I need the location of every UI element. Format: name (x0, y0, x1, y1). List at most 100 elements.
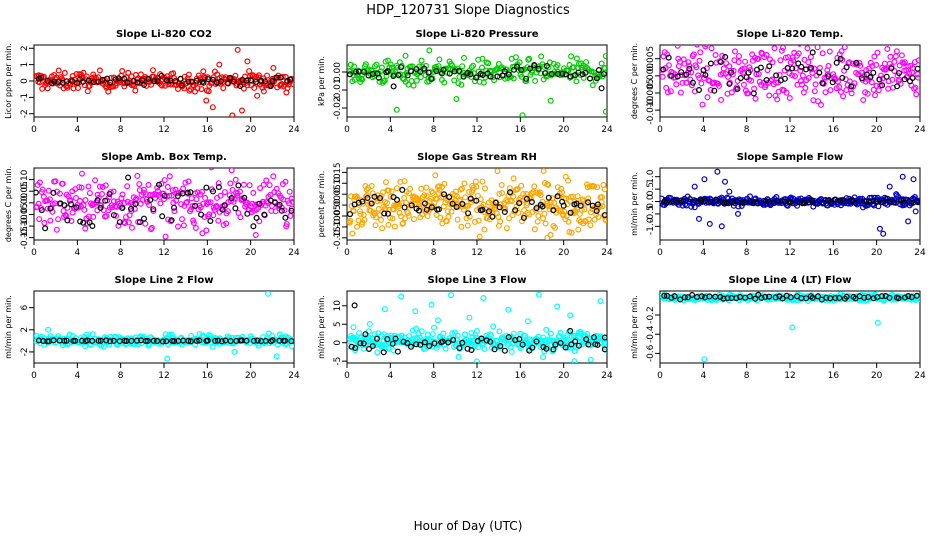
data-point (354, 340, 361, 347)
reference-point (227, 338, 234, 345)
reference-point (883, 73, 890, 80)
reference-point (212, 337, 219, 344)
x-tick-label: 8 (431, 248, 437, 258)
data-point (383, 179, 390, 186)
x-tick-label: 24 (601, 371, 613, 381)
y-tick-label: -0.02 (333, 96, 343, 119)
data-point (209, 343, 216, 350)
reference-point (550, 346, 557, 353)
data-point (376, 212, 383, 219)
reference-point (602, 212, 607, 219)
reference-point (528, 199, 535, 206)
x-tick-label: 0 (344, 371, 350, 381)
reference-point (879, 82, 886, 89)
data-point (591, 216, 598, 223)
reference-point (781, 198, 788, 205)
reference-point (80, 219, 87, 226)
reference-point (487, 338, 494, 345)
data-point (260, 181, 267, 188)
data-point (387, 61, 394, 68)
outlier-point (691, 183, 698, 190)
data-point (378, 216, 385, 223)
reference-point (559, 70, 566, 77)
data-point (125, 69, 132, 76)
data-point (36, 216, 43, 223)
data-point (674, 45, 681, 49)
reference-point (706, 293, 713, 300)
reference-point (198, 211, 205, 218)
outlier-point (480, 295, 487, 302)
data-point (263, 177, 270, 184)
data-point (266, 182, 273, 189)
reference-point (187, 189, 194, 196)
reference-point (460, 73, 467, 80)
data-point (464, 222, 471, 229)
data-point (697, 49, 704, 56)
data-point (289, 198, 294, 205)
reference-point (787, 199, 794, 206)
panel-title: Slope Sample Flow (737, 152, 844, 163)
data-point (574, 193, 581, 200)
data-point (429, 331, 436, 338)
reference-point (187, 338, 194, 345)
data-point (602, 65, 607, 71)
reference-point (901, 294, 908, 301)
data-point (161, 177, 168, 184)
x-tick-label: 16 (202, 248, 214, 258)
outlier-point (45, 326, 52, 333)
data-point (864, 90, 871, 97)
outlier-point (351, 302, 358, 309)
outlier-point (880, 230, 887, 237)
reference-point (464, 69, 471, 76)
x-tick-label: 8 (744, 248, 750, 258)
reference-point (106, 191, 113, 198)
reference-point (465, 210, 472, 217)
data-point (473, 328, 480, 335)
data-point (267, 191, 274, 198)
reference-point (816, 69, 823, 76)
reference-point (516, 336, 523, 343)
y-tick-label: -1 (20, 93, 30, 102)
data-point (470, 184, 477, 191)
reference-point (258, 77, 265, 84)
data-point (694, 45, 700, 48)
data-point (685, 59, 692, 66)
data-point (175, 223, 182, 230)
data-point (432, 172, 439, 179)
reference-point (38, 74, 45, 81)
reference-point (785, 198, 792, 205)
data-point (504, 198, 511, 205)
reference-point (686, 65, 693, 72)
data-point (287, 212, 294, 219)
outlier-point (244, 58, 251, 65)
data-point (240, 181, 247, 188)
reference-point (243, 337, 250, 344)
data-point (518, 182, 525, 189)
y-tick-label: -0.01 (333, 78, 343, 101)
outlier-point (554, 303, 561, 310)
data-point (798, 81, 805, 88)
data-point (598, 194, 605, 201)
reference-point (78, 337, 85, 344)
reference-point (428, 204, 435, 211)
outlier-point (701, 176, 708, 183)
data-point (256, 72, 263, 79)
reference-point (395, 71, 402, 78)
data-point (738, 39, 743, 44)
panel-title: Slope Li-820 Pressure (415, 29, 538, 40)
data-point (485, 60, 492, 67)
data-point (290, 81, 294, 88)
reference-point (909, 74, 916, 81)
data-point (805, 74, 812, 81)
outlier-point (448, 292, 455, 299)
reference-point (487, 73, 494, 80)
data-point (251, 84, 258, 91)
data-point (129, 224, 136, 231)
data-point (80, 69, 87, 76)
reference-point (886, 294, 893, 301)
reference-point (905, 293, 912, 300)
data-point (401, 194, 408, 201)
data-point (39, 186, 46, 193)
data-point (491, 206, 498, 213)
